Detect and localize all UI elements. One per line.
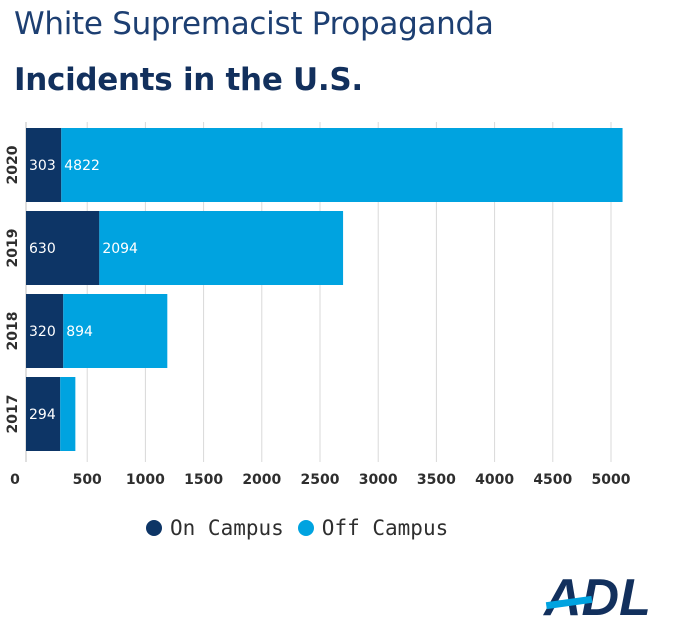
x-tick-label: 0	[10, 472, 20, 488]
x-tick-label: 5000	[592, 472, 631, 488]
x-tick-label: 3500	[417, 472, 456, 488]
bar-segment-on-campus	[26, 294, 64, 368]
bar-segment-on-campus	[26, 128, 62, 202]
legend-item-off-campus: Off Campus	[297, 516, 449, 540]
y-category-label: 2018	[5, 312, 21, 351]
bar-segment-off-campus	[99, 211, 344, 285]
adl-logo-swoosh	[545, 595, 593, 610]
x-tick-label: 2500	[301, 472, 340, 488]
y-category-label: 2019	[5, 229, 21, 268]
x-tick-label: 1000	[126, 472, 165, 488]
legend-label-on-campus: On Campus	[170, 516, 284, 540]
y-category-label: 2017	[5, 395, 21, 434]
data-label: 303	[29, 158, 56, 174]
legend-item-on-campus: On Campus	[146, 516, 284, 540]
bar-segment-off-campus	[61, 128, 623, 202]
bar-segment-off-campus	[63, 294, 168, 368]
data-label: 4822	[64, 158, 100, 174]
x-tick-label: 500	[73, 472, 102, 488]
bar-segment-on-campus	[26, 377, 61, 451]
data-label: 630	[29, 241, 56, 257]
data-label: 2094	[102, 241, 138, 257]
legend-swatch-off-campus	[297, 520, 314, 536]
data-label: 320	[29, 324, 56, 340]
bar-segment-on-campus	[26, 211, 100, 285]
stacked-bar-chart: 0 500 1000 1500 2000 2500 3000 3500 4000 4500 5000…	[5, 122, 631, 488]
chart-title-line1: White Supremacist Propaganda	[14, 6, 494, 42]
x-tick-label: 2000	[242, 472, 281, 488]
x-tick-label: 4500	[533, 472, 572, 488]
adl-logo-text: ADL	[542, 569, 651, 625]
x-tick-label: 3000	[359, 472, 398, 488]
adl-logo: ADL	[542, 569, 651, 625]
data-label: 294	[29, 407, 56, 423]
legend-swatch-on-campus	[146, 520, 162, 536]
bar-segment-off-campus	[60, 377, 76, 451]
chart-legend: On Campus Off Campus	[146, 516, 462, 540]
chart-title-line2: Incidents in the U.S.	[14, 62, 363, 98]
legend-label-off-campus: Off Campus	[321, 516, 449, 540]
x-tick-label: 1500	[184, 472, 223, 488]
data-label: 894	[66, 324, 93, 340]
x-tick-label: 4000	[475, 472, 514, 488]
y-category-label: 2020	[5, 145, 21, 184]
